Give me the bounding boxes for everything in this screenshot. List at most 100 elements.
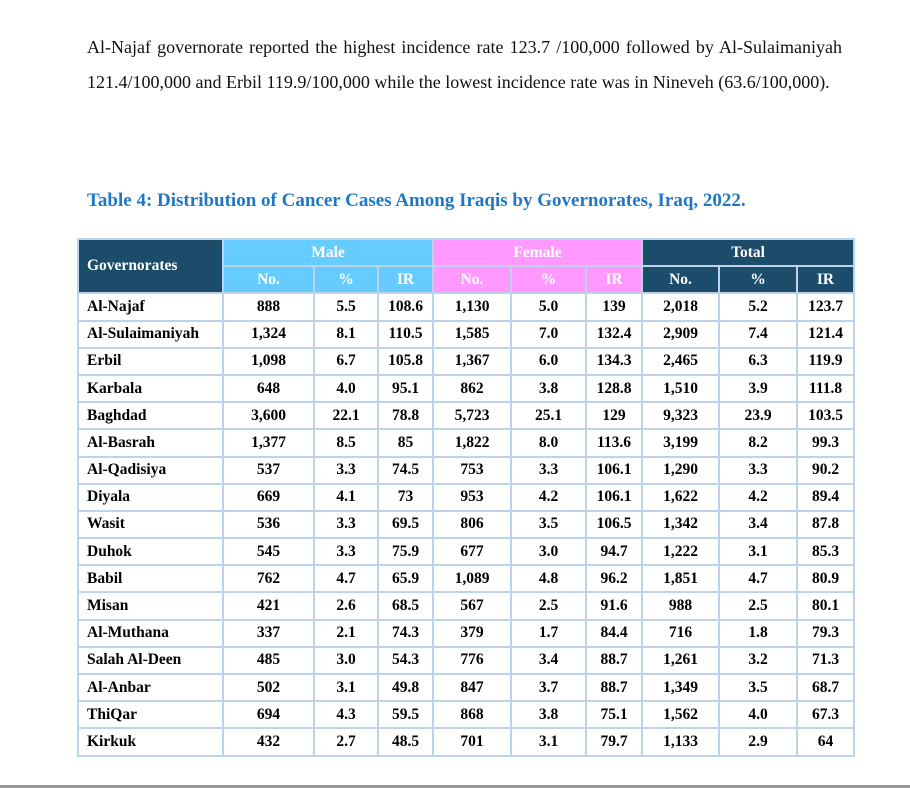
table-cell: 716 [641, 618, 720, 648]
table-cell: 75.1 [585, 700, 643, 730]
table-cell: 6.0 [510, 346, 587, 376]
table-cell: 25.1 [510, 401, 587, 431]
governorate-name: Duhok [77, 537, 224, 567]
governorate-name: Salah Al-Deen [77, 645, 224, 676]
table-cell: 988 [641, 591, 720, 621]
table-cell: 65.9 [377, 564, 434, 594]
table-cell: 121.4 [795, 319, 856, 349]
table-cell: 3.3 [313, 509, 379, 540]
table-cell: 91.6 [585, 591, 643, 621]
table-row: Al-Najaf 888 5.5 108.6 1,130 5.0 139 2,018 5.2 12… [77, 292, 856, 322]
table-cell: 73 [377, 482, 434, 512]
governorate-name: Kirkuk [77, 727, 224, 757]
table-cell: 3.1 [718, 537, 798, 567]
table-cell: 3.4 [718, 509, 798, 540]
table-cell: 134.3 [585, 346, 643, 376]
table-cell: 49.8 [377, 672, 434, 703]
table-cell: 89.4 [795, 482, 856, 512]
table-cell: 3.3 [313, 455, 379, 485]
table-cell: 5.0 [510, 292, 587, 322]
table-row: Salah Al-Deen 485 3.0 54.3 776 3.4 88.7 1,261 3.… [77, 645, 856, 676]
table-cell: 123.7 [795, 292, 856, 322]
table-cell: 106.1 [585, 482, 643, 512]
table-cell: 71.3 [795, 645, 856, 676]
table-cell: 545 [222, 537, 315, 567]
table-cell: 9,323 [641, 401, 720, 431]
header-total: Total [640, 237, 856, 268]
table-cell: 1,822 [432, 428, 512, 458]
table-cell: 3.0 [510, 537, 587, 567]
table-row: Al-Anbar 502 3.1 49.8 847 3.7 88.7 1,349 3.5 68.7 [77, 672, 856, 703]
table-cell: 953 [432, 482, 512, 512]
subheader-female-pct: % [510, 265, 587, 295]
table-cell: 1,510 [641, 373, 720, 404]
table-cell: 84.4 [585, 618, 643, 648]
table-cell: 7.0 [510, 319, 587, 349]
table-cell: 68.5 [377, 591, 434, 621]
table-cell: 432 [222, 727, 315, 757]
table-cell: 762 [222, 564, 315, 594]
table-cell: 3.3 [313, 537, 379, 567]
table-cell: 110.5 [377, 319, 434, 349]
table-cell: 3.7 [510, 672, 587, 703]
table-cell: 3.5 [510, 509, 587, 540]
governorate-name: Al-Muthana [77, 618, 224, 648]
table-cell: 2,465 [641, 346, 720, 376]
table-cell: 87.8 [795, 509, 856, 540]
table-cell: 5.5 [313, 292, 379, 322]
subheader-total-pct: % [718, 265, 798, 295]
table-cell: 379 [432, 618, 512, 648]
table-cell: 79.7 [585, 727, 643, 757]
subheader-female-no: No. [432, 265, 512, 295]
table-cell: 48.5 [377, 727, 434, 757]
body-paragraph: Al-Najaf governorate reported the highes… [87, 37, 842, 92]
table-cell: 3,600 [222, 401, 315, 431]
table-cell: 7.4 [718, 319, 798, 349]
table-cell: 85 [377, 428, 434, 458]
table-cell: 59.5 [377, 700, 434, 730]
table-cell: 80.1 [795, 591, 856, 621]
table-cell: 88.7 [585, 645, 643, 676]
table-cell: 421 [222, 591, 315, 621]
table-cell: 806 [432, 509, 512, 540]
table-row: Al-Sulaimaniyah 1,324 8.1 110.5 1,585 7.0 132.… [77, 319, 856, 349]
table-cell: 95.1 [377, 373, 434, 404]
table-cell: 1,349 [641, 672, 720, 703]
table-cell: 108.6 [377, 292, 434, 322]
table-cell: 4.0 [718, 700, 798, 730]
table-cell: 79.3 [795, 618, 856, 648]
table-cell: 3.8 [510, 700, 587, 730]
governorate-name: Al-Basrah [77, 428, 224, 458]
table-cell: 22.1 [313, 401, 379, 431]
table-cell: 128.8 [585, 373, 643, 404]
subheader-female-ir: IR [585, 265, 643, 295]
table-row: Wasit 536 3.3 69.5 806 3.5 106.5 1,342 3.4 87.8 [77, 509, 856, 540]
table-cell: 1,290 [641, 455, 720, 485]
table-cell: 677 [432, 537, 512, 567]
governorate-name: Diyala [77, 482, 224, 512]
table-cell: 337 [222, 618, 315, 648]
table-cell: 537 [222, 455, 315, 485]
table-row: ThiQar 694 4.3 59.5 868 3.8 75.1 1,562 4.0 67.3 [77, 700, 856, 730]
table-cell: 1,851 [641, 564, 720, 594]
table-cell: 85.3 [795, 537, 856, 567]
table-cell: 4.7 [313, 564, 379, 594]
governorate-name: Al-Sulaimaniyah [77, 319, 224, 349]
table-cell: 80.9 [795, 564, 856, 594]
page-break [0, 785, 910, 788]
table-cell: 3.9 [718, 373, 798, 404]
table-cell: 1,342 [641, 509, 720, 540]
table-cell: 90.2 [795, 455, 856, 485]
table-cell: 103.5 [795, 401, 856, 431]
table-cell: 4.8 [510, 564, 587, 594]
table-cell: 1.8 [718, 618, 798, 648]
table-cell: 1,585 [432, 319, 512, 349]
table-cell: 2.7 [313, 727, 379, 757]
table-cell: 68.7 [795, 672, 856, 703]
table-cell: 3.4 [510, 645, 587, 676]
table-cell: 3.0 [313, 645, 379, 676]
table-title: Table 4: Distribution of Cancer Cases Am… [87, 190, 746, 211]
table-cell: 1,098 [222, 346, 315, 376]
table-row: Duhok 545 3.3 75.9 677 3.0 94.7 1,222 3.1 85.3 [77, 537, 856, 567]
table-cell: 3.5 [718, 672, 798, 703]
